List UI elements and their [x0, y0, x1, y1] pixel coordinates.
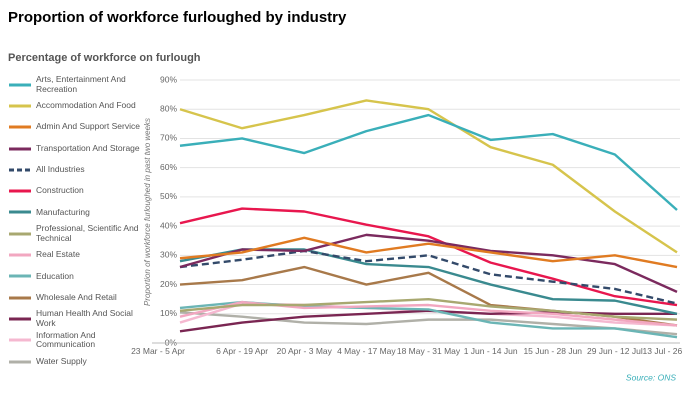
legend-item: Water Supply	[8, 351, 148, 372]
legend-label: Accommodation And Food	[36, 100, 136, 111]
legend-item: Information And Communication	[8, 330, 148, 351]
legend-item: Human Health And Social Work	[8, 308, 148, 329]
y-tick-label: 50%	[160, 191, 177, 201]
legend-label: Human Health And Social Work	[36, 308, 133, 328]
x-tick-label: 4 May - 17 May	[337, 347, 396, 356]
series-line	[179, 309, 677, 333]
legend-item: Manufacturing	[8, 202, 148, 223]
series-line	[179, 297, 678, 321]
x-tick-label: 29 Jun - 12 Jul	[586, 347, 643, 356]
y-axis-title: Proportion of workforce furloughed in pa…	[143, 118, 152, 306]
legend-item: Construction	[8, 180, 148, 201]
y-tick-label: 70%	[160, 133, 177, 143]
legend-item: Transportation And Storage	[8, 138, 148, 159]
legend-label: Real Estate	[36, 249, 80, 260]
x-tick-label: 18 May - 31 May	[396, 347, 461, 356]
series-line	[179, 113, 678, 211]
legend-item: Arts, Entertainment And Recreation	[8, 74, 148, 95]
series-line	[179, 233, 678, 293]
legend-label: Water Supply	[36, 355, 87, 366]
legend: Arts, Entertainment And Recreation Accomm…	[8, 74, 148, 372]
legend-label: Manufacturing	[36, 206, 90, 217]
x-tick-label: 15 Jun - 28 Jun	[523, 347, 583, 356]
series-line	[179, 236, 678, 269]
series-line	[179, 311, 678, 336]
y-tick-label: 90%	[160, 74, 177, 84]
x-tick-label: 1 Jun - 14 Jun	[463, 347, 518, 356]
x-tick-label: 20 Apr - 3 May	[276, 347, 332, 356]
legend-item: All Industries	[8, 159, 148, 180]
legend-label: Construction	[36, 185, 84, 196]
legend-swatch	[9, 189, 31, 193]
y-tick-label: 20%	[160, 279, 177, 289]
legend-item: Professional, Scientific And Technical	[8, 223, 148, 244]
legend-swatch	[9, 253, 31, 257]
legend-item: Admin And Support Service	[8, 117, 148, 138]
x-tick-wrap: 20 Apr - 3 May	[276, 347, 332, 356]
legend-item: Accommodation And Food	[8, 95, 148, 116]
x-tick-wrap: 23 Mar - 5 Apr	[131, 347, 185, 356]
legend-swatch	[9, 317, 31, 321]
legend-swatch	[9, 147, 31, 151]
legend-label: Professional, Scientific And Technical	[36, 223, 139, 243]
legend-swatch	[9, 296, 31, 300]
legend-label: Information And Communication	[36, 329, 96, 350]
source: Source: ONS	[626, 372, 676, 382]
legend-swatch	[9, 232, 31, 236]
x-tick-wrap: 4 May - 17 May	[337, 347, 396, 356]
chart-title: Proportion of workforce furloughed by in…	[8, 9, 347, 26]
x-tick-label: 6 Apr - 19 Apr	[216, 347, 269, 356]
legend-swatch	[9, 125, 31, 129]
legend-label: Wholesale And Retail	[36, 291, 117, 302]
legend-swatch	[9, 168, 31, 172]
legend-label: Arts, Entertainment And Recreation	[36, 74, 126, 94]
legend-item: Wholesale And Retail	[8, 287, 148, 308]
legend-label: Admin And Support Service	[36, 121, 140, 132]
y-tick-label: 0%	[165, 337, 178, 347]
x-tick-wrap: 29 Jun - 12 Jul	[586, 347, 643, 356]
legend-item: Real Estate	[8, 244, 148, 265]
legend-swatch	[9, 338, 31, 342]
y-tick-label: 60%	[160, 162, 177, 172]
x-tick-wrap: 1 Jun - 14 Jun	[463, 347, 518, 356]
x-tick-wrap: 13 Jul - 26 Jul	[642, 347, 684, 356]
legend-label: Education	[36, 270, 74, 281]
x-tick-wrap: 6 Apr - 19 Apr	[216, 347, 269, 356]
legend-swatch	[9, 274, 31, 278]
x-tick-wrap: 15 Jun - 28 Jun	[523, 347, 583, 356]
legend-swatch	[9, 104, 31, 108]
series-line	[179, 99, 678, 254]
series-line	[179, 249, 678, 305]
legend-item: Education	[8, 266, 148, 287]
x-tick-wrap: 18 May - 31 May	[396, 347, 461, 356]
y-tick-label: 40%	[160, 220, 177, 230]
legend-label: Transportation And Storage	[36, 142, 140, 153]
legend-swatch	[9, 210, 31, 214]
legend-label: All Industries	[36, 164, 85, 175]
legend-swatch	[9, 83, 31, 87]
legend-swatch	[9, 360, 31, 363]
y-tick-label: 30%	[160, 250, 177, 260]
y-tick-label: 80%	[160, 103, 177, 113]
series-line	[179, 207, 678, 307]
x-tick-label: 23 Mar - 5 Apr	[131, 347, 185, 356]
x-tick-label: 13 Jul - 26 Jul	[642, 347, 684, 356]
chart-subtitle: Percentage of workforce on furlough	[8, 52, 201, 64]
y-tick-label: 10%	[160, 308, 177, 318]
